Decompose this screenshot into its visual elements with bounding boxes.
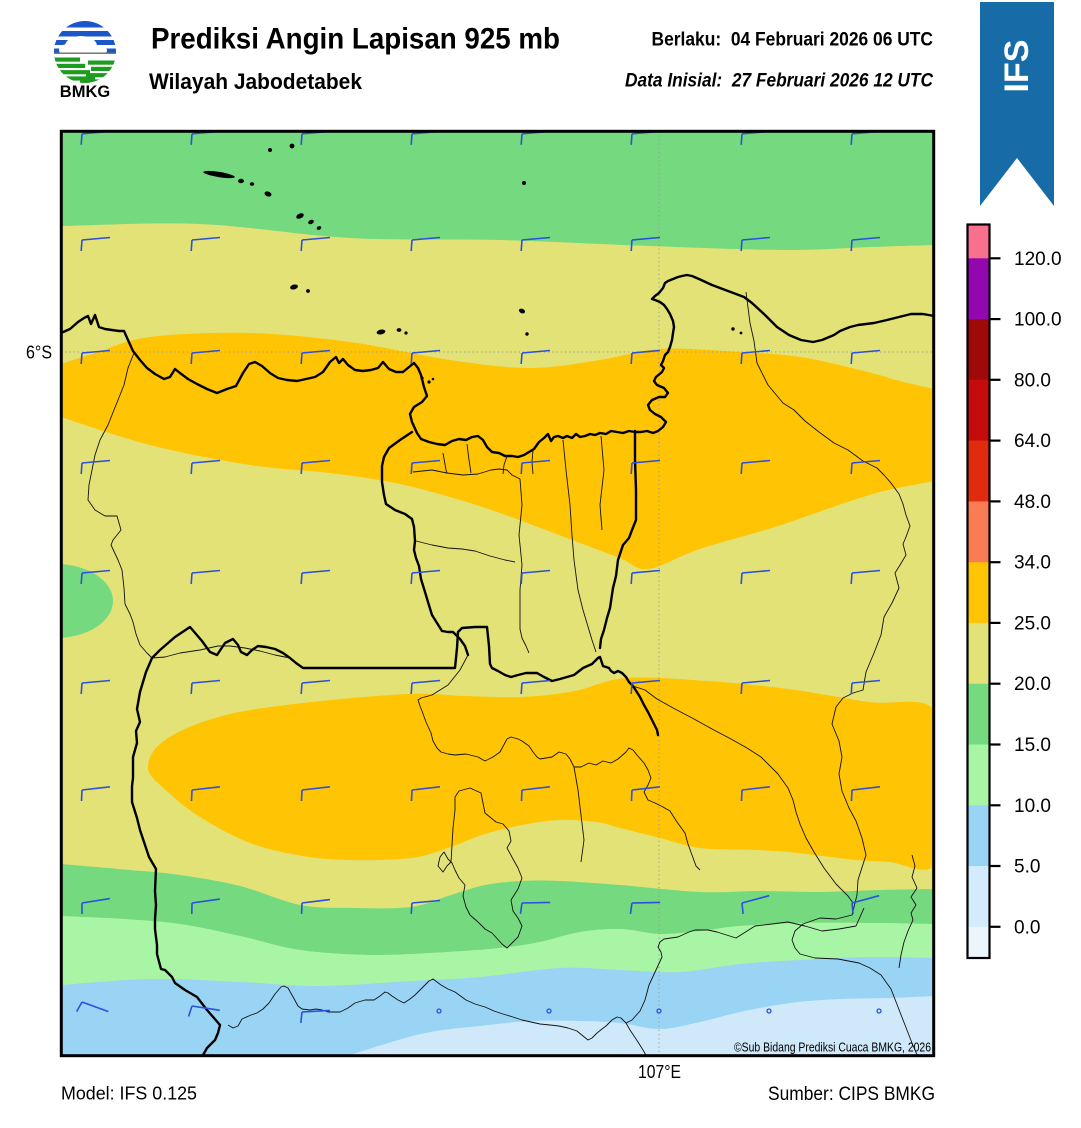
svg-text:5.0: 5.0 [1014,857,1040,878]
svg-text:15.0: 15.0 [1014,735,1051,756]
svg-text:34.0: 34.0 [1014,553,1051,574]
svg-text:Data Inisial: 27 Februari 202: Data Inisial: 27 Februari 2026 12 UTC [625,71,933,92]
svg-text:107°E: 107°E [638,1061,681,1082]
svg-text:120.0: 120.0 [1014,249,1062,270]
svg-text:Sumber: CIPS BMKG: Sumber: CIPS BMKG [768,1083,935,1105]
svg-text:20.0: 20.0 [1014,674,1051,695]
svg-text:Model: IFS 0.125: Model: IFS 0.125 [61,1083,197,1104]
svg-text:25.0: 25.0 [1014,613,1051,634]
svg-text:80.0: 80.0 [1014,370,1051,391]
svg-text:Prediksi Angin Lapisan 925 mb: Prediksi Angin Lapisan 925 mb [151,23,560,56]
svg-text:Berlaku: 04 Februari 2026 06: Berlaku: 04 Februari 2026 06 UTC [652,30,934,51]
svg-text:BMKG: BMKG [60,83,110,101]
svg-text:Wilayah Jabodetabek: Wilayah Jabodetabek [149,69,363,94]
svg-text:100.0: 100.0 [1014,310,1062,331]
svg-text:©Sub Bidang Prediksi Cuaca BMK: ©Sub Bidang Prediksi Cuaca BMKG, 2026 [734,1041,931,1055]
svg-text:6°S: 6°S [26,342,52,363]
svg-text:0.0: 0.0 [1014,917,1040,938]
svg-text:64.0: 64.0 [1014,431,1051,452]
svg-text:10.0: 10.0 [1014,796,1051,817]
svg-text:IFS: IFS [998,40,1036,93]
svg-text:48.0: 48.0 [1014,492,1051,513]
